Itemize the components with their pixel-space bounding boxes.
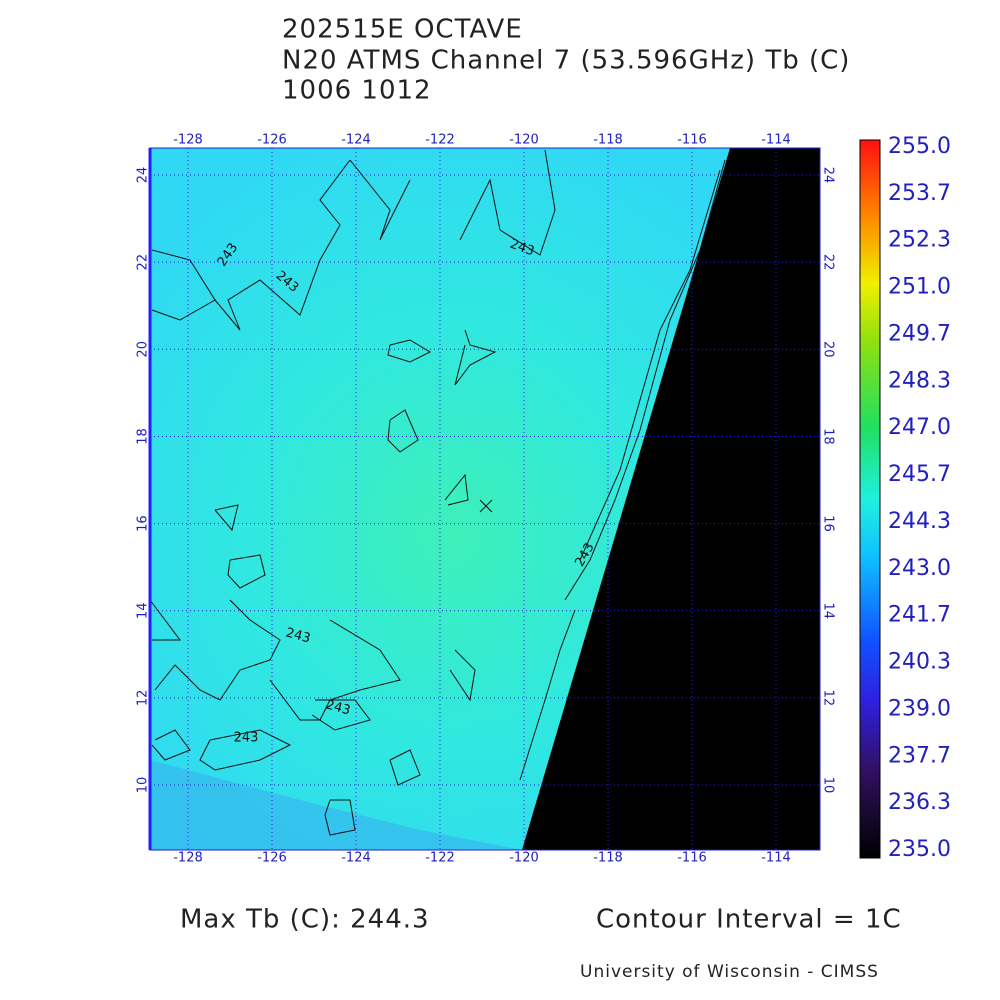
contours (149, 149, 726, 836)
lat-tick-label: 18 (136, 428, 151, 445)
contour-interval: Contour Interval = 1C (596, 905, 902, 935)
lon-tick-label: -116 (677, 851, 707, 866)
colorbar-label: 251.0 (888, 275, 951, 300)
colorbar-label: 239.0 (888, 696, 951, 721)
lon-tick-label: -128 (173, 133, 203, 148)
lon-tick-label: -128 (173, 851, 203, 866)
max-tb: Max Tb (C): 244.3 (180, 905, 430, 935)
lat-tick-label: 16 (821, 515, 836, 532)
colorbar-label: 235.0 (888, 837, 951, 862)
title-line: 1006 1012 (282, 76, 432, 106)
lon-tick-label: -124 (341, 851, 371, 866)
colorbar-label: 236.3 (888, 790, 951, 815)
lat-tick-label: 12 (136, 690, 151, 707)
contour-label: 243 (324, 698, 352, 719)
lat-tick-label: 14 (136, 602, 151, 619)
colorbar-label: 244.3 (888, 509, 951, 534)
contour-label: 243 (234, 731, 259, 746)
lon-tick-label: -114 (761, 133, 791, 148)
lat-tick-label: 18 (821, 428, 836, 445)
lon-tick-label: -118 (593, 851, 623, 866)
colorbar-label: 248.3 (888, 368, 951, 393)
lat-tick-label: 24 (821, 167, 836, 184)
colorbar-label: 255.0 (888, 134, 951, 159)
lat-tick-label: 12 (821, 690, 836, 707)
lon-tick-label: -120 (509, 133, 539, 148)
lat-tick-label: 24 (136, 167, 151, 184)
lon-tick-label: -124 (341, 133, 371, 148)
credit: University of Wisconsin - CIMSS (580, 962, 879, 982)
lon-tick-label: -120 (509, 851, 539, 866)
lon-tick-label: -114 (761, 851, 791, 866)
lon-tick-label: -126 (257, 851, 287, 866)
lat-tick-label: 10 (136, 777, 151, 794)
colorbar-label: 237.7 (888, 743, 951, 768)
colorbar-label: 249.7 (888, 321, 951, 346)
lat-tick-label: 10 (821, 777, 836, 794)
contour-label: 243 (284, 626, 312, 647)
lat-tick-label: 14 (821, 602, 836, 619)
lat-tick-label: 20 (821, 341, 836, 358)
colorbar-label: 240.3 (888, 650, 951, 675)
lon-tick-label: -122 (425, 851, 455, 866)
lat-tick-label: 22 (821, 254, 836, 271)
colorbar-label: 252.3 (888, 228, 951, 253)
cool-region (150, 760, 522, 850)
lon-tick-label: -118 (593, 133, 623, 148)
colorbar-label: 243.0 (888, 556, 951, 581)
title-line: 202515E OCTAVE (282, 15, 523, 45)
lon-tick-label: -122 (425, 133, 455, 148)
colorbar-label: 247.0 (888, 415, 951, 440)
lat-tick-label: 16 (136, 515, 151, 532)
lat-tick-label: 22 (136, 254, 151, 271)
lon-tick-label: -126 (257, 133, 287, 148)
colorbar-label: 245.7 (888, 462, 951, 487)
lon-tick-label: -116 (677, 133, 707, 148)
colorbar (859, 139, 881, 859)
no-data-region (522, 148, 820, 850)
colorbar-label: 241.7 (888, 603, 951, 628)
title-line: N20 ATMS Channel 7 (53.596GHz) Tb (C) (282, 46, 850, 76)
colorbar-label: 253.7 (888, 181, 951, 206)
lat-tick-label: 20 (136, 341, 151, 358)
